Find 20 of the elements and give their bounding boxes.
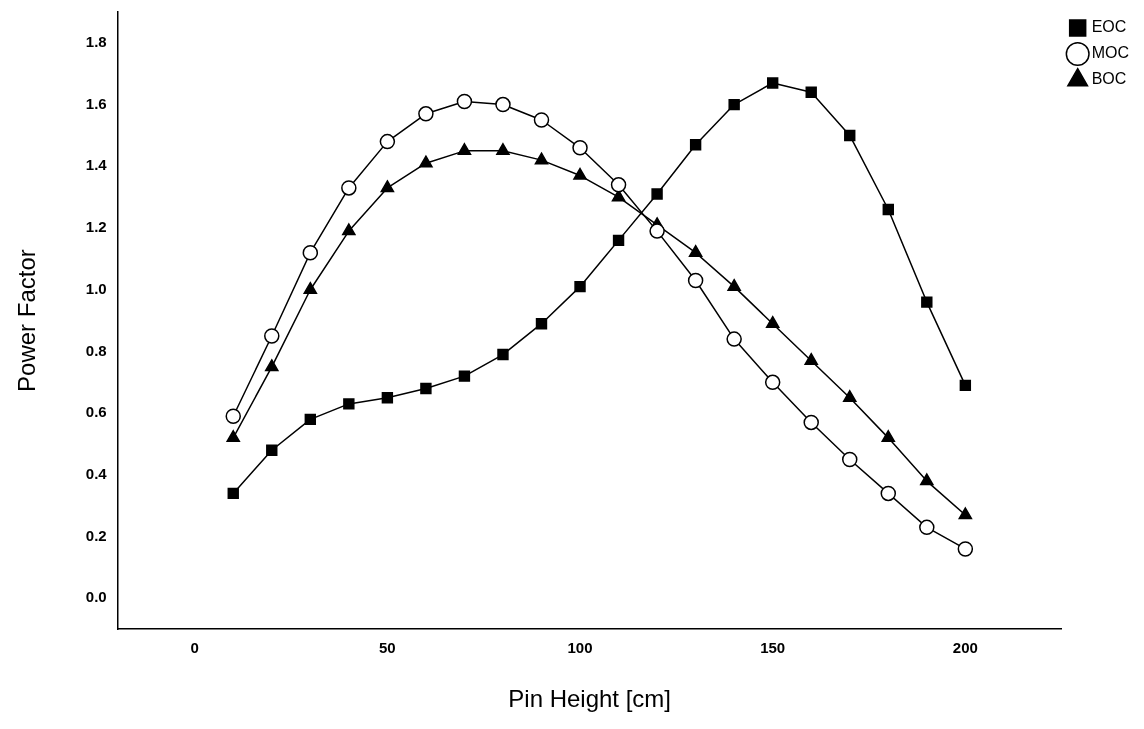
x-tick-label: 0 <box>190 639 199 657</box>
y-tick-label: 1.4 <box>85 156 108 174</box>
y-tick-label: 0.0 <box>85 588 107 606</box>
x-axis-title: Pin Height [cm] <box>508 685 672 713</box>
x-tick-label: 100 <box>567 639 593 657</box>
x-tick-label: 50 <box>379 639 396 657</box>
y-axis-title: Power Factor <box>13 249 41 392</box>
y-tick-label: 1.8 <box>85 33 107 50</box>
y-tick-label: 0.4 <box>85 465 108 483</box>
y-tick-label: 1.6 <box>85 94 107 112</box>
y-tick-label: 0.2 <box>85 526 107 544</box>
y-tick-label: 0.8 <box>85 341 107 359</box>
legend-label: EOC <box>1091 18 1127 36</box>
x-tick-label: 200 <box>952 639 978 657</box>
x-tick-label: 150 <box>760 639 786 657</box>
y-tick-label: 0.6 <box>85 403 107 421</box>
legend-label: BOC <box>1091 70 1127 88</box>
legend-label: MOC <box>1091 44 1129 62</box>
y-tick-label: 1.0 <box>85 279 107 297</box>
y-tick-label: 1.2 <box>85 218 107 236</box>
